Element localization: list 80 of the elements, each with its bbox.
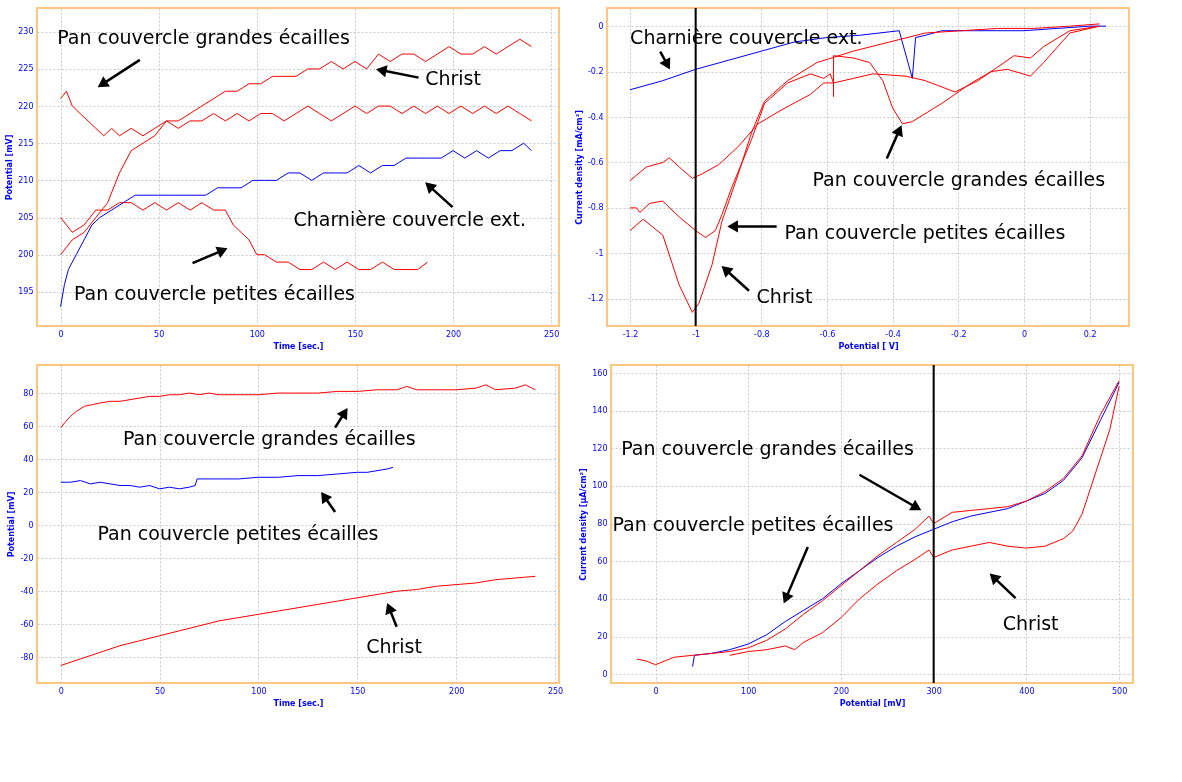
x-tick-label: -1.2 xyxy=(622,329,639,339)
y-tick-label: 0 xyxy=(598,21,604,31)
x-tick-label: 200 xyxy=(445,329,462,339)
y-tick-label: -1.2 xyxy=(587,294,604,304)
annotation: Pan couvercle grandes écailles xyxy=(812,167,1106,190)
y-tick-label: 80 xyxy=(597,519,608,529)
x-tick-label: 150 xyxy=(350,686,366,696)
y-tick-label: 40 xyxy=(597,594,608,604)
y-tick-label: 120 xyxy=(592,443,608,453)
annotation: Christ xyxy=(366,635,422,658)
annotation: Charnière couvercle ext. xyxy=(293,207,526,230)
x-tick-label: -0.2 xyxy=(950,329,967,339)
y-axis-title: Potential [mV] xyxy=(5,134,15,201)
y-tick-label: -0.6 xyxy=(587,157,604,167)
y-tick-label: 195 xyxy=(18,287,34,297)
x-tick-label: 0.2 xyxy=(1083,329,1097,339)
annotation: Pan couvercle petites écailles xyxy=(784,221,1066,244)
y-axis-title: Potential [mV] xyxy=(7,491,17,558)
x-tick-label: 300 xyxy=(926,686,942,696)
y-tick-label: 215 xyxy=(18,138,34,148)
x-tick-label: -1 xyxy=(692,329,701,339)
x-tick-label: 250 xyxy=(547,686,564,696)
y-tick-label: -40 xyxy=(20,586,34,596)
y-tick-label: 140 xyxy=(592,406,608,416)
x-tick-label: -0.6 xyxy=(819,329,836,339)
x-tick-label: 250 xyxy=(544,329,560,339)
y-tick-label: 220 xyxy=(18,101,34,111)
y-tick-label: 0 xyxy=(28,520,34,530)
y-tick-label: -60 xyxy=(20,619,34,629)
x-tick-label: 50 xyxy=(154,329,165,339)
x-tick-label: -0.4 xyxy=(885,329,901,339)
annotation: Pan couvercle grandes écailles xyxy=(57,25,350,48)
y-tick-label: 20 xyxy=(597,632,608,642)
annotation: Christ xyxy=(425,66,481,89)
y-axis-title: Current density [µA/cm²] xyxy=(579,468,589,581)
y-tick-label: 20 xyxy=(23,487,34,497)
x-tick-label: 100 xyxy=(249,329,265,339)
y-tick-label: 40 xyxy=(23,454,34,464)
x-tick-label: 100 xyxy=(741,686,757,696)
x-tick-label: 0 xyxy=(1021,329,1027,339)
y-tick-label: 230 xyxy=(18,27,34,37)
y-tick-label: 200 xyxy=(18,250,34,260)
x-axis-title: Time [sec.] xyxy=(273,698,324,708)
y-tick-label: 0 xyxy=(602,669,608,679)
x-axis-title: Potential [mV] xyxy=(839,698,906,708)
x-tick-label: 500 xyxy=(1111,686,1128,696)
x-axis-title: Time [sec.] xyxy=(273,341,324,351)
y-tick-label: -20 xyxy=(20,553,34,563)
x-tick-label: 100 xyxy=(251,686,267,696)
y-tick-label: 160 xyxy=(592,368,608,378)
x-tick-label: 400 xyxy=(1019,686,1035,696)
x-tick-label: 50 xyxy=(155,686,166,696)
y-tick-label: -80 xyxy=(20,652,34,662)
y-tick-label: 210 xyxy=(18,175,34,185)
y-tick-label: 80 xyxy=(23,388,34,398)
y-tick-label: -0.4 xyxy=(587,112,604,122)
annotation: Christ xyxy=(756,284,813,307)
x-tick-label: -0.8 xyxy=(754,329,770,339)
y-tick-label: 60 xyxy=(597,556,608,566)
y-tick-label: 100 xyxy=(592,481,608,491)
x-tick-label: 0 xyxy=(58,329,64,339)
y-axis-title: Current density [mA/cm²] xyxy=(574,110,584,225)
y-tick-label: -0.2 xyxy=(587,67,604,77)
annotation: Pan couvercle petites écailles xyxy=(73,281,355,304)
x-axis-title: Potential [ V] xyxy=(838,341,899,351)
x-tick-label: 150 xyxy=(347,329,364,339)
annotation: Christ xyxy=(1002,611,1059,634)
x-tick-label: 0 xyxy=(653,686,659,696)
y-tick-label: 225 xyxy=(18,64,34,74)
y-tick-label: 60 xyxy=(23,421,34,431)
x-tick-label: 0 xyxy=(58,686,64,696)
annotation: Pan couvercle petites écailles xyxy=(97,521,379,544)
x-tick-label: 200 xyxy=(449,686,465,696)
annotation: Pan couvercle grandes écailles xyxy=(122,427,416,450)
y-tick-label: -0.8 xyxy=(587,203,604,213)
y-tick-label: 205 xyxy=(18,213,34,223)
x-tick-label: 200 xyxy=(833,686,850,696)
y-tick-label: -1 xyxy=(595,248,604,258)
annotation: Pan couvercle petites écailles xyxy=(612,513,894,536)
annotation: Pan couvercle grandes écailles xyxy=(621,436,914,459)
